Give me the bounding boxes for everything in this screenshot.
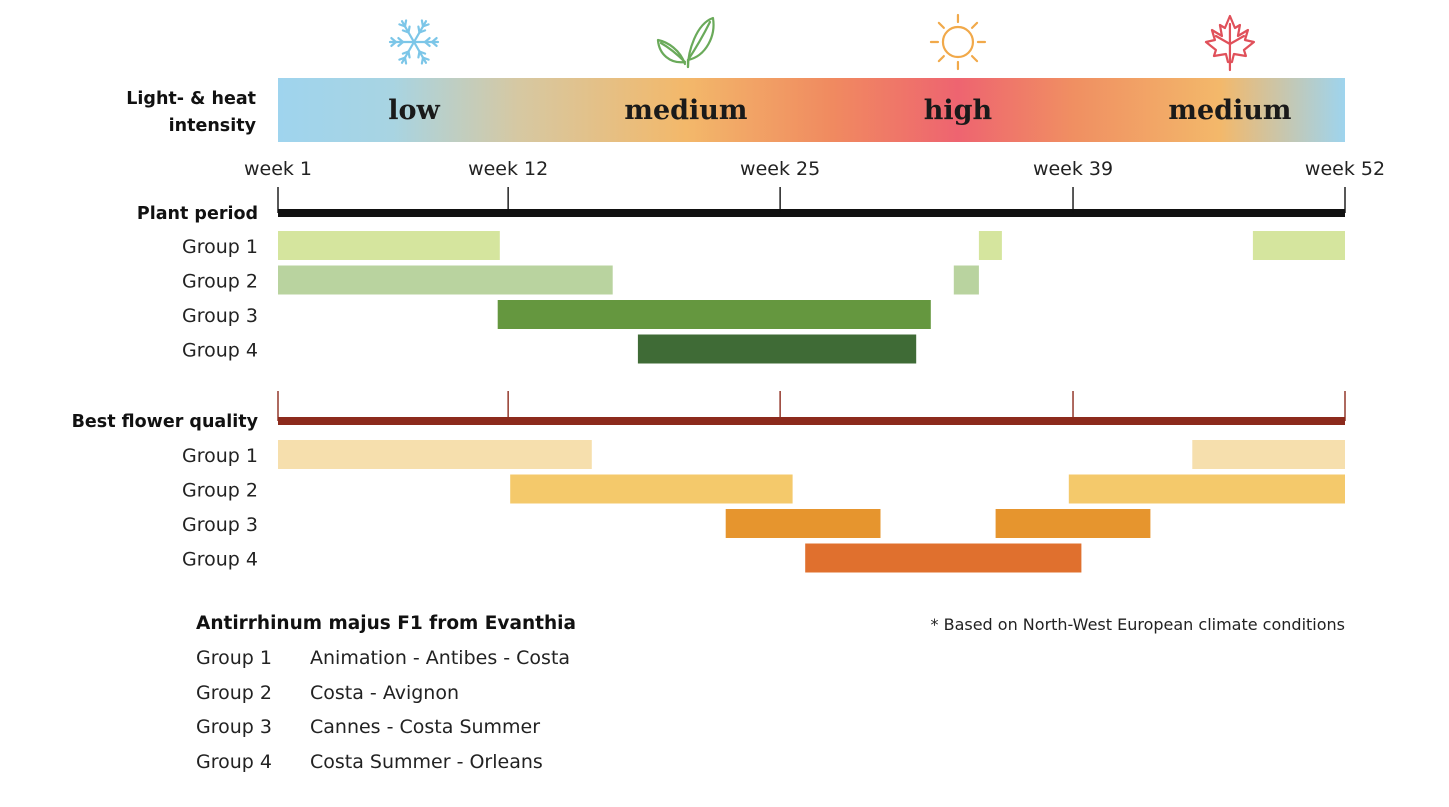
gantt-bar (278, 231, 500, 260)
week-tick-label: week 12 (468, 158, 548, 180)
snowflake-branch (420, 19, 425, 28)
snowflake-branch (430, 36, 438, 44)
legend-title: Antirrhinum majus F1 from Evanthia (196, 613, 576, 634)
snowflake-branch (397, 40, 405, 48)
leaf-left (656, 38, 687, 66)
group-label: Group 2 (182, 480, 258, 502)
legend-group: Group 2 (196, 681, 272, 704)
section-title: Best flower quality (72, 412, 259, 432)
leaf-vein (686, 20, 712, 69)
legend-group: Group 3 (196, 716, 272, 738)
week-tick-label: week 39 (1033, 158, 1113, 180)
snowflake-branch (407, 50, 411, 59)
snowflake-branch (401, 29, 410, 34)
leaf-right (686, 16, 715, 69)
maple-leaf-icon (1204, 14, 1256, 72)
group-label: Group 4 (182, 549, 258, 571)
group-label: Group 4 (182, 340, 258, 362)
group-label: Group 1 (182, 236, 258, 258)
legend-varieties: Cannes - Costa Summer (310, 716, 541, 738)
intensity-level: medium (624, 95, 747, 126)
gantt-bar (278, 440, 592, 469)
snowflake-branch (403, 56, 408, 65)
gantt-bar (805, 543, 1082, 573)
sun-ray (970, 55, 979, 63)
group-label: Group 3 (182, 305, 258, 327)
legend-varieties: Animation - Antibes - Costa (310, 647, 571, 669)
intensity-label: intensity (169, 116, 257, 136)
section-title: Plant period (137, 204, 258, 224)
group-label: Group 2 (182, 271, 258, 293)
legend-varieties: Costa - Avignon (310, 681, 459, 704)
snowflake-branch (417, 25, 421, 34)
group-label: Group 3 (182, 514, 258, 536)
legend-row: Group 1 Animation - Antibes - Costa (196, 646, 576, 670)
footnote: * Based on North-West European climate c… (930, 615, 1346, 634)
sun-disc (941, 25, 975, 59)
legend-row: Group 2 Costa - Avignon (196, 681, 576, 705)
snowflake-icon (388, 19, 440, 65)
gantt-bar (978, 231, 1002, 260)
gantt-bar (278, 265, 613, 295)
gantt-bar (725, 509, 881, 538)
group-label: Group 1 (182, 445, 258, 467)
intensity-band (278, 78, 1345, 142)
intensity-level: low (388, 95, 440, 126)
variety-legend: Antirrhinum majus F1 from Evanthia Group… (196, 612, 576, 784)
section-axis (278, 209, 1345, 217)
leaf-vein (659, 41, 687, 64)
gantt-bar (995, 509, 1151, 538)
legend-group: Group 4 (196, 750, 272, 773)
sun-ray (970, 21, 979, 29)
gantt-bar (1068, 474, 1345, 504)
week-tick-label: week 52 (1305, 158, 1385, 180)
gantt-bar (510, 474, 793, 504)
snowflake-branch (418, 50, 427, 55)
legend-row: Group 3 Cannes - Costa Summer (196, 715, 576, 739)
gantt-bar (1252, 231, 1345, 260)
snowflake-branch (421, 56, 430, 61)
sun-icon (929, 13, 987, 71)
sun-ray (937, 21, 945, 29)
gantt-bar (637, 334, 917, 364)
gantt-bar (1192, 440, 1345, 469)
sun-ray (937, 55, 945, 63)
season-chart: Light- & heat intensity low medium high mediu… (72, 13, 1385, 573)
legend-row: Group 4 Costa Summer - Orleans (196, 750, 576, 774)
intensity-level: high (924, 95, 993, 126)
snowflake-branch (390, 40, 398, 48)
legend-group: Group 1 (196, 647, 272, 669)
week-tick-label: week 25 (740, 158, 820, 180)
intensity-level: medium (1168, 95, 1291, 126)
week-tick-label: week 1 (244, 158, 312, 180)
gantt-bar (497, 300, 931, 329)
gantt-bar (953, 265, 979, 295)
leaf-icon (656, 16, 715, 69)
intensity-label: Light- & heat (126, 89, 256, 109)
maple-vein (1214, 22, 1246, 72)
legend-varieties: Costa Summer - Orleans (310, 750, 543, 773)
snowflake-branch (398, 23, 407, 28)
snowflake-branch (423, 36, 431, 44)
section-axis (278, 417, 1345, 425)
